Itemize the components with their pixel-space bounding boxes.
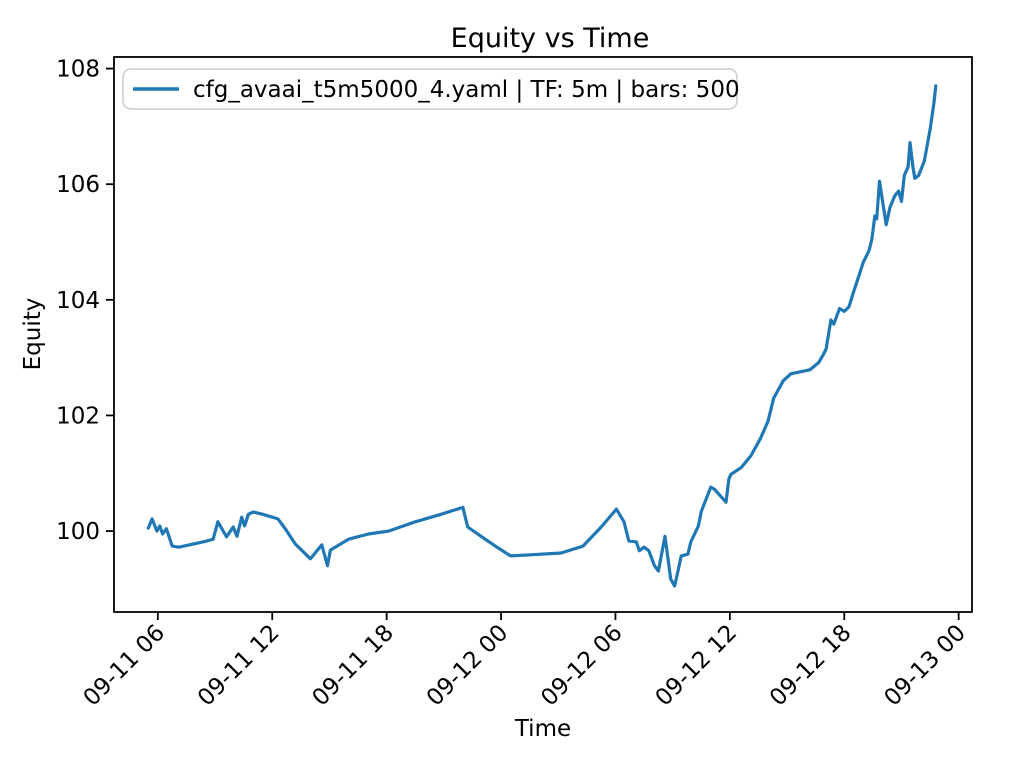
x-tick-label: 09-12 06 <box>536 620 628 712</box>
x-axis-ticks: 09-11 06 09-11 12 09-11 18 09-12 00 09-12 06… <box>79 612 971 711</box>
x-axis-label: Time <box>514 716 571 742</box>
plot-area-border <box>113 56 973 613</box>
legend-label: cfg_avaai_t5m5000_4.yaml | TF: 5m | bars… <box>193 77 740 103</box>
x-tick-label: 09-11 12 <box>193 620 285 712</box>
y-axis-ticks: 100 102 104 106 108 <box>56 57 114 545</box>
y-tick-label: 106 <box>56 172 100 198</box>
x-tick-label: 09-11 06 <box>79 620 171 712</box>
y-tick-label: 100 <box>56 519 100 545</box>
legend-box <box>122 68 738 110</box>
y-tick-label: 108 <box>56 57 100 83</box>
x-tick-label: 09-13 00 <box>879 620 971 712</box>
y-tick-label: 102 <box>56 403 100 429</box>
legend: cfg_avaai_t5m5000_4.yaml | TF: 5m | bars… <box>122 68 740 110</box>
x-tick-label: 09-11 18 <box>307 620 399 712</box>
x-tick-label: 09-12 12 <box>651 620 743 712</box>
x-tick-label: 09-12 00 <box>422 620 514 712</box>
y-tick-label: 104 <box>56 288 100 314</box>
y-axis-label: Equity <box>20 298 46 371</box>
equity-line-series <box>146 84 938 588</box>
chart-title: Equity vs Time <box>451 23 650 54</box>
x-tick-label: 09-12 18 <box>765 620 857 712</box>
